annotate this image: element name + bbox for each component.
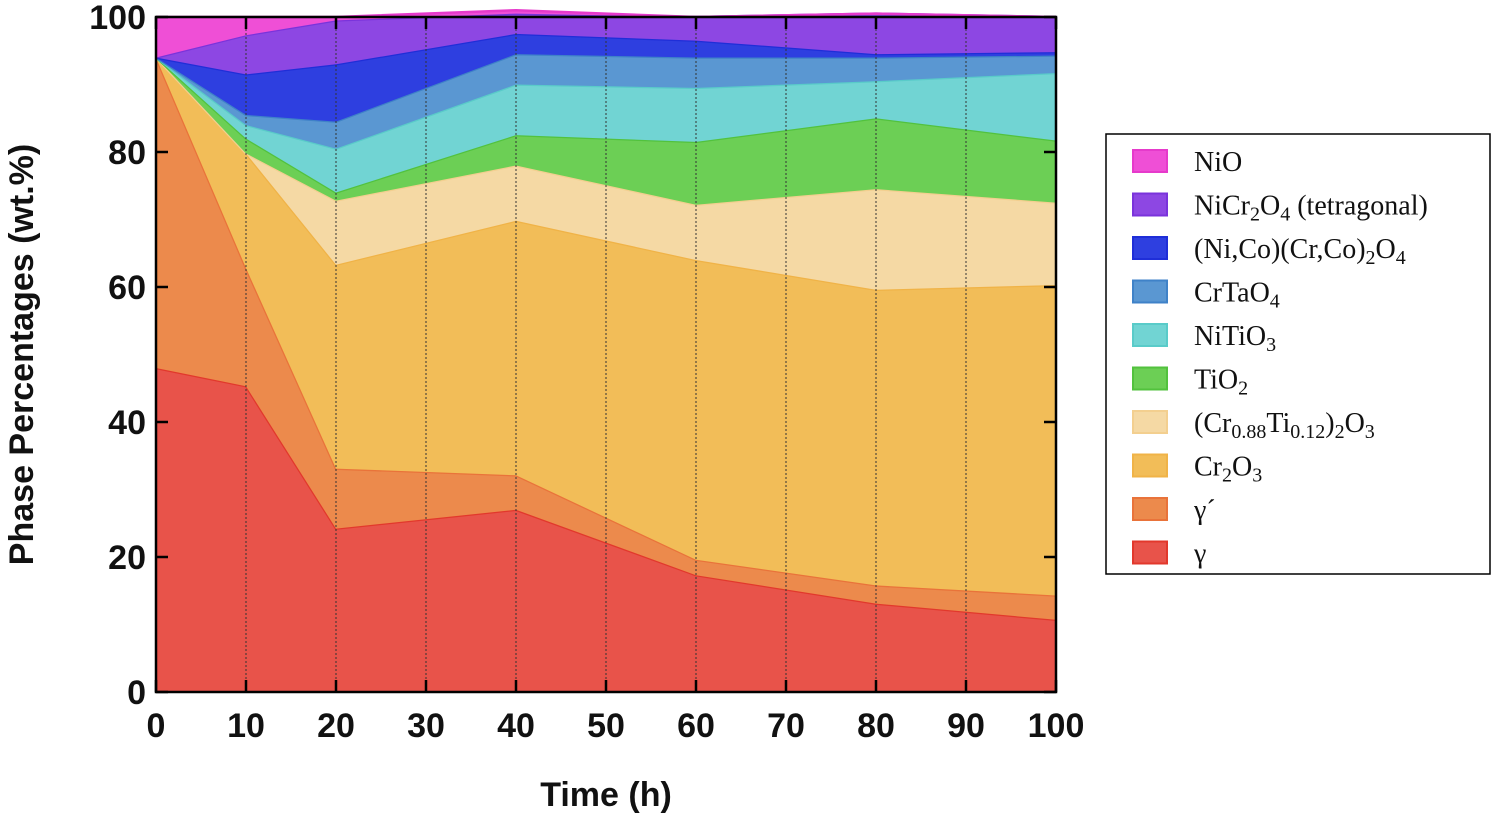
legend-label: γ´ xyxy=(1193,495,1216,526)
legend-swatch xyxy=(1132,279,1168,304)
legend-item: γ xyxy=(1132,539,1206,570)
y-axis-ticks: 0 20 40 60 80 100 xyxy=(89,0,1056,712)
legend-label: CrTaO4 xyxy=(1194,278,1280,313)
x-axis-ticks: 0 10 20 30 40 50 60 70 80 90 100 xyxy=(147,17,1085,745)
legend-item: CrTaO4 xyxy=(1132,278,1280,313)
area-series-8 xyxy=(156,13,1056,75)
legend-swatch xyxy=(1132,366,1168,391)
legend-item: (Cr0.88Ti0.12)2O3 xyxy=(1132,408,1375,443)
vertical-gridlines xyxy=(245,17,967,692)
legend-swatch xyxy=(1132,323,1168,347)
legend-swatch xyxy=(1132,192,1168,217)
legend-label: TiO2 xyxy=(1194,365,1248,400)
y-tick-label: 60 xyxy=(108,269,146,307)
y-tick-label: 40 xyxy=(108,404,146,442)
x-tick-label: 20 xyxy=(317,707,355,745)
legend-label: (Cr0.88Ti0.12)2O3 xyxy=(1194,408,1375,443)
x-tick-label: 10 xyxy=(227,707,265,745)
area-series-7 xyxy=(156,33,1056,122)
legend-swatch xyxy=(1132,453,1168,478)
legend-swatch xyxy=(1132,410,1168,434)
x-tick-label: 100 xyxy=(1028,707,1085,745)
x-tick-label: 40 xyxy=(497,707,535,745)
y-tick-label: 100 xyxy=(89,0,146,37)
x-tick-label: 90 xyxy=(947,707,985,745)
area-series-0 xyxy=(156,368,1056,692)
legend-box xyxy=(1105,133,1491,575)
x-tick-label: 30 xyxy=(407,707,445,745)
x-tick-label: 50 xyxy=(587,707,625,745)
y-axis-title: Phase Percentages (wt.%) xyxy=(3,144,41,565)
y-tick-label: 80 xyxy=(108,134,146,172)
area-series-3 xyxy=(156,57,1056,290)
legend-label: NiO xyxy=(1194,147,1242,178)
legend-label: NiTiO3 xyxy=(1194,321,1276,356)
x-tick-label: 70 xyxy=(767,707,805,745)
area-series-4 xyxy=(156,57,1056,205)
area-series-6 xyxy=(156,54,1056,149)
legend-item: NiCr2O4 (tetragonal) xyxy=(1132,191,1428,226)
legend-swatch xyxy=(1132,540,1168,565)
legend-label: NiCr2O4 (tetragonal) xyxy=(1194,191,1428,226)
legend-swatch xyxy=(1132,236,1168,260)
legend: NiO NiCr2O4 (tetragonal) (Ni,Co)(Cr,Co)2O4… xyxy=(1105,133,1491,575)
legend-label: Cr2O3 xyxy=(1194,452,1262,487)
x-tick-label: 0 xyxy=(147,707,166,745)
legend-label: (Ni,Co)(Cr,Co)2O4 xyxy=(1194,234,1406,269)
legend-swatch xyxy=(1132,149,1168,173)
legend-item: γ´ xyxy=(1132,495,1216,526)
x-tick-label: 60 xyxy=(677,707,715,745)
x-tick-label: 80 xyxy=(857,707,895,745)
legend-item: Cr2O3 xyxy=(1132,452,1262,487)
area-series-1 xyxy=(156,57,1056,620)
legend-item: TiO2 xyxy=(1132,365,1248,400)
legend-item: (Ni,Co)(Cr,Co)2O4 xyxy=(1132,234,1406,269)
x-axis-title: Time (h) xyxy=(540,776,672,814)
legend-item: NiO xyxy=(1132,147,1242,178)
legend-label: γ xyxy=(1193,539,1206,570)
legend-item: NiTiO3 xyxy=(1132,321,1276,356)
y-tick-label: 20 xyxy=(108,539,146,577)
legend-swatch xyxy=(1132,497,1168,521)
y-tick-label: 0 xyxy=(127,674,146,712)
